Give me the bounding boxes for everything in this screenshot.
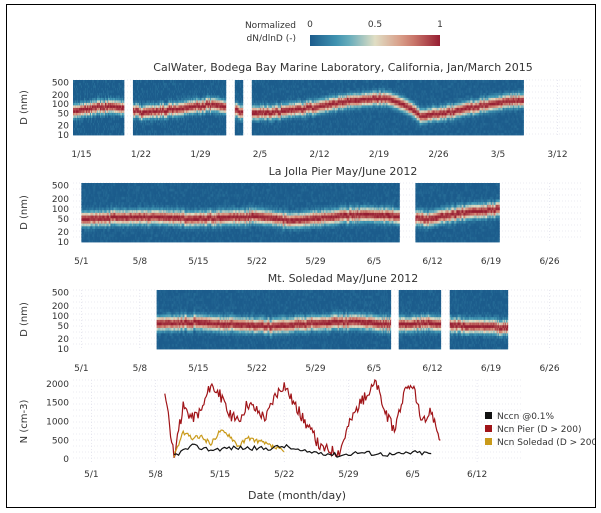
colorbar — [310, 35, 440, 46]
heatmap-cell — [123, 133, 124, 136]
heatmap-cell — [123, 103, 124, 106]
colorbar-label-line2: dN/dlnD (-) — [247, 34, 296, 44]
heatmap-cell — [123, 98, 124, 101]
heatmap-cell — [123, 108, 124, 111]
heatmap-cell — [123, 83, 124, 86]
heatmap-cell — [123, 113, 124, 116]
heatmap-cell — [123, 120, 124, 123]
heatmap-cell — [123, 95, 124, 98]
heatmap-cell — [123, 125, 124, 128]
colorbar-tick-label: 0 — [307, 20, 313, 30]
heatmap-cell — [123, 100, 124, 103]
heatmap-cell — [123, 118, 124, 121]
heatmap-cell — [123, 88, 124, 91]
heatmap-cell — [123, 93, 124, 96]
heatmap-cell — [123, 110, 124, 113]
colorbar-label-line1: Normalized — [245, 21, 296, 31]
heatmap-cell — [123, 105, 124, 108]
heatmap-cell — [123, 90, 124, 93]
heatmap-cell — [123, 115, 124, 118]
figure-frame: Normalized dN/dlnD (-) 0 0.5 1 500 200 100 50 20 1… — [6, 4, 596, 508]
colorbar-tick-label: 1 — [437, 20, 443, 30]
figure-canvas: Normalized dN/dlnD (-) 0 0.5 1 50020010050201… — [7, 5, 595, 507]
heatmap-cell — [123, 123, 124, 126]
heatmap-cell — [123, 80, 124, 83]
heatmap-cell — [123, 85, 124, 88]
heatmap-cell — [123, 128, 124, 131]
heatmap-cell — [123, 130, 124, 133]
colorbar-tick-label: 0.5 — [368, 20, 382, 30]
